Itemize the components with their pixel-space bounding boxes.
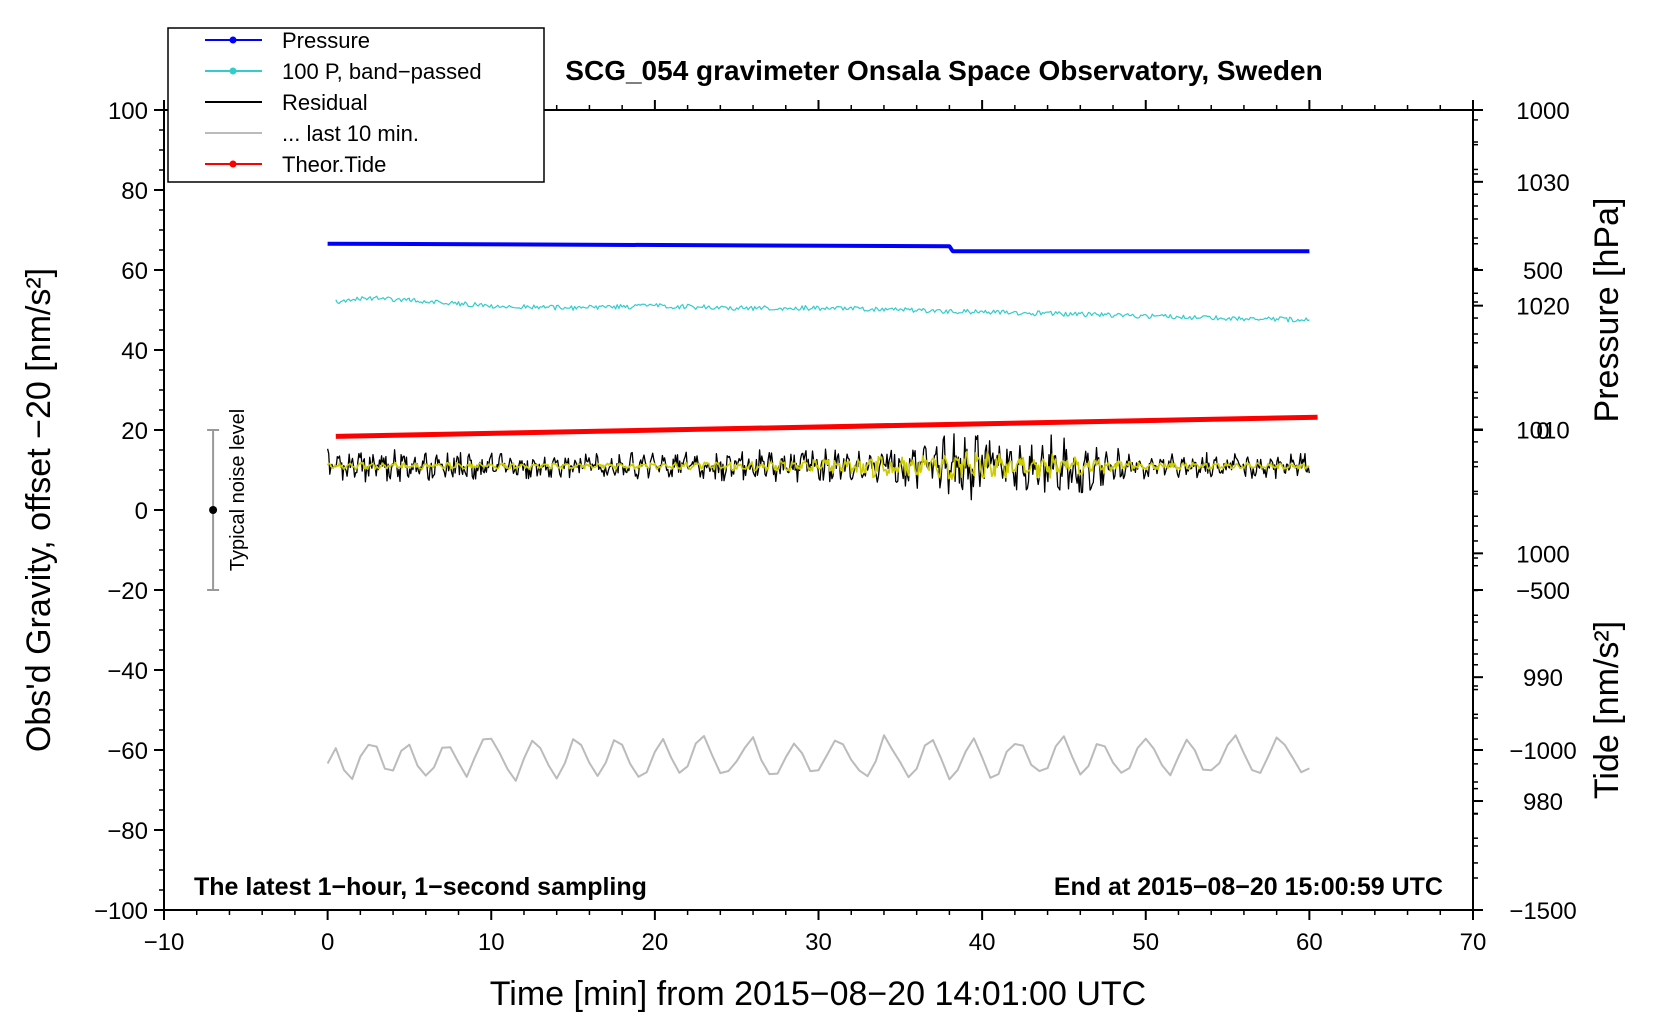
x-tick-label: 40 — [969, 929, 996, 956]
series-residual-filtered — [326, 450, 1310, 481]
legend-marker — [229, 36, 237, 44]
pressure-tick-label: 980 — [1523, 789, 1563, 816]
y-tick-label: 40 — [121, 338, 148, 365]
series-theor-tide — [335, 414, 1318, 439]
legend-label: Theor.Tide — [282, 152, 386, 177]
chart-title: SCG_054 gravimeter Onsala Space Observat… — [565, 55, 1322, 86]
legend-label: Pressure — [282, 28, 370, 53]
legend-marker — [229, 160, 237, 168]
legend-label: Residual — [282, 90, 368, 115]
legend-marker — [229, 67, 237, 75]
series-100-p-band-passed — [335, 295, 1310, 323]
axis-ticks — [154, 100, 1483, 920]
y-tick-label: 20 — [121, 418, 148, 445]
pressure-tick-label: 1000 — [1516, 541, 1569, 568]
legend-label: ... last 10 min. — [282, 121, 419, 146]
y-tick-label: −80 — [107, 818, 148, 845]
y-tick-label: −60 — [107, 738, 148, 765]
x-tick-label: 70 — [1460, 929, 1487, 956]
y-tick-label: 60 — [121, 258, 148, 285]
legend: Pressure 100 P, band−passed Residual ... la… — [167, 27, 545, 183]
x-axis-title: Time [min] from 2015−08−20 14:01:00 UTC — [490, 975, 1146, 1013]
y-tick-label: 100 — [108, 98, 148, 125]
legend-label: 100 P, band−passed — [282, 59, 482, 84]
x-tick-label: 50 — [1132, 929, 1159, 956]
y-tick-label: 0 — [135, 498, 148, 525]
plot-frame — [163, 109, 1474, 911]
series-pressure — [327, 241, 1310, 254]
noise-level-indicator: Typical noise level — [207, 409, 249, 591]
y-tick-label: −20 — [107, 578, 148, 605]
x-tick-label: 20 — [642, 929, 669, 956]
tide-tick-label: 500 — [1523, 258, 1563, 285]
tick-labels: −10 0 10 20 30 40 50 60 70−100−80−60−40−20020406… — [94, 98, 1577, 956]
y-tick-label: 80 — [121, 178, 148, 205]
annotation-right: End at 2015−08−20 15:00:59 UTC — [1054, 873, 1443, 901]
pressure-tick-label: 990 — [1523, 665, 1563, 692]
series-residual — [326, 433, 1310, 501]
pressure-tick-label: 1010 — [1516, 418, 1569, 445]
tide-tick-label: −1500 — [1509, 898, 1576, 925]
pressure-tick-label: 1020 — [1516, 294, 1569, 321]
legend-box — [167, 27, 545, 183]
x-tick-label: −10 — [144, 929, 185, 956]
x-tick-label: 0 — [321, 929, 334, 956]
tide-tick-label: −500 — [1516, 578, 1570, 605]
x-tick-label: 10 — [478, 929, 505, 956]
series-last-10-min — [326, 734, 1310, 782]
y-tick-label: −40 — [107, 658, 148, 685]
pressure-tick-label: 1030 — [1516, 170, 1569, 197]
tide-tick-label: −1000 — [1509, 738, 1576, 765]
x-tick-label: 30 — [805, 929, 832, 956]
tide-tick-label: 0 — [1536, 418, 1549, 445]
y-axis-title-left: Obs'd Gravity, offset −20 [nm/s²] — [20, 268, 58, 752]
series-layer — [326, 241, 1318, 782]
y-axis-title-tide: Tide [nm/s²] — [1588, 621, 1626, 799]
y-axis-title-pressure: Pressure [hPa] — [1588, 198, 1626, 423]
noise-bar-point — [209, 506, 218, 514]
y-tick-label: −100 — [94, 898, 148, 925]
noise-level-label: Typical noise level — [227, 409, 249, 571]
tide-tick-label: 1000 — [1516, 98, 1569, 125]
x-tick-label: 60 — [1296, 929, 1323, 956]
annotation-left: The latest 1−hour, 1−second sampling — [194, 873, 647, 901]
plot-area — [163, 109, 1474, 911]
